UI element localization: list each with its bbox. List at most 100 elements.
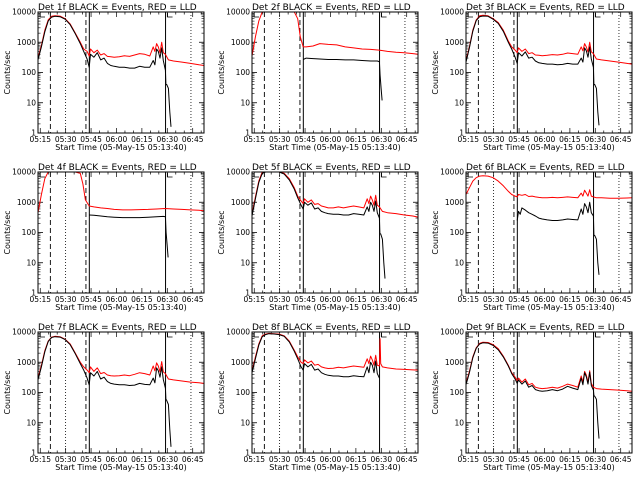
x-tick-label: 05:30 [269,455,291,464]
panel-title: Det 6f BLACK = Events, RED = LLD [466,163,625,173]
corner-marker [467,333,473,338]
series-line-lld [38,335,204,384]
y-tick-label: 1000 [231,198,250,207]
x-tick-label: 05:45 [508,455,530,464]
x-tick-label: 05:45 [80,295,102,304]
plot-frame [465,171,633,294]
x-tick-label: 05:45 [80,455,102,464]
y-axis-label: Counts/sec [217,210,226,254]
plot-frame [37,171,205,294]
x-tick-label: 06:00 [106,295,128,304]
x-axis-label: Start Time (05-May-15 05:13:40) [55,303,186,312]
corner-marker [39,333,45,338]
x-tick-label: 05:45 [294,135,316,144]
y-tick-label: 1000 [445,198,464,207]
series-line-lld [466,341,632,392]
x-tick-label: 06:30 [156,295,178,304]
plot-frame [251,331,419,454]
x-tick-label: 05:15 [243,135,265,144]
panel-title: Det 9f BLACK = Events, RED = LLD [466,323,625,333]
chart-panel: 1 10 100 1000 10000 05:15 05:30 05:45 06:00 06:15… [3,163,205,312]
panel-title: Det 8f BLACK = Events, RED = LLD [252,323,411,333]
y-tick-label: 10 [240,258,250,267]
y-tick-label: 10000 [440,328,464,337]
panel-title: Det 3f BLACK = Events, RED = LLD [466,3,625,13]
x-tick-label: 05:45 [508,135,530,144]
panel-title: Det 7f BLACK = Events, RED = LLD [38,323,197,333]
y-tick-label: 100 [22,388,37,397]
x-tick-label: 05:15 [457,295,479,304]
chart-panel: 1 10 100 1000 10000 05:15 05:30 05:45 06:00 06:15… [217,3,419,152]
y-tick-label: 100 [22,68,37,77]
x-tick-label: 06:30 [370,135,392,144]
plot-frame [251,171,419,294]
series-line-lld [252,332,418,372]
x-tick-label: 06:30 [370,455,392,464]
corner-marker [467,13,473,18]
plot-frame [465,331,633,454]
x-tick-label: 06:00 [106,135,128,144]
series-line-events [466,342,600,439]
x-axis-label: Start Time (05-May-15 05:13:40) [483,303,614,312]
x-axis-label: Start Time (05-May-15 05:13:40) [55,463,186,472]
y-tick-label: 100 [450,228,465,237]
x-tick-label: 06:45 [182,295,204,304]
y-tick-label: 100 [236,388,251,397]
x-tick-label: 06:15 [559,455,581,464]
y-tick-label: 1000 [17,358,36,367]
x-tick-label: 06:15 [131,295,153,304]
y-tick-label: 1 [459,129,464,138]
x-axis-label: Start Time (05-May-15 05:13:40) [55,143,186,152]
x-tick-label: 05:30 [483,455,505,464]
x-tick-label: 05:15 [29,455,51,464]
y-tick-label: 10000 [12,8,36,17]
y-tick-label: 10 [26,98,36,107]
series-line-events [466,15,600,126]
panel-title: Det 4f BLACK = Events, RED = LLD [38,163,197,173]
x-tick-label: 06:45 [182,135,204,144]
series-line-events [252,333,380,379]
x-tick-label: 06:00 [534,455,556,464]
y-tick-label: 1 [245,129,250,138]
y-tick-label: 1 [245,289,250,298]
y-tick-label: 10000 [12,168,36,177]
corner-marker [595,13,601,18]
series-line-lld [38,172,204,213]
x-tick-label: 06:30 [156,455,178,464]
y-tick-label: 1000 [231,38,250,47]
y-axis-label: Counts/sec [431,370,440,414]
y-tick-label: 100 [22,228,37,237]
y-axis-label: Counts/sec [3,210,12,254]
series-line-events [302,57,383,101]
y-axis-label: Counts/sec [431,50,440,94]
x-axis-label: Start Time (05-May-15 05:13:40) [269,463,400,472]
x-tick-label: 05:30 [55,455,77,464]
y-tick-label: 10 [454,258,464,267]
y-tick-label: 1000 [17,38,36,47]
y-tick-label: 10 [240,98,250,107]
y-tick-label: 10000 [226,168,250,177]
chart-panel: 1 10 100 1000 10000 05:15 05:30 05:45 06:00 06:15… [217,163,419,312]
x-tick-label: 06:00 [320,295,342,304]
x-tick-label: 06:00 [534,135,556,144]
x-tick-label: 05:15 [243,295,265,304]
x-tick-label: 05:15 [29,135,51,144]
x-tick-label: 05:30 [55,295,77,304]
x-tick-label: 06:30 [584,295,606,304]
x-tick-label: 06:45 [396,135,418,144]
y-axis-label: Counts/sec [217,50,226,94]
x-tick-label: 06:15 [345,295,367,304]
y-tick-label: 100 [236,228,251,237]
x-tick-label: 06:15 [131,455,153,464]
corner-marker [381,173,387,178]
chart-panel: 1 10 100 1000 10000 05:15 05:30 05:45 06:00 06:15… [431,163,633,312]
y-tick-label: 1000 [445,38,464,47]
x-tick-label: 05:30 [483,295,505,304]
x-tick-label: 05:30 [269,295,291,304]
corner-marker [381,13,387,18]
y-axis-label: Counts/sec [3,370,12,414]
series-line-lld [466,14,632,65]
series-line-lld [38,15,204,66]
corner-marker [167,173,173,178]
x-tick-label: 05:45 [508,295,530,304]
